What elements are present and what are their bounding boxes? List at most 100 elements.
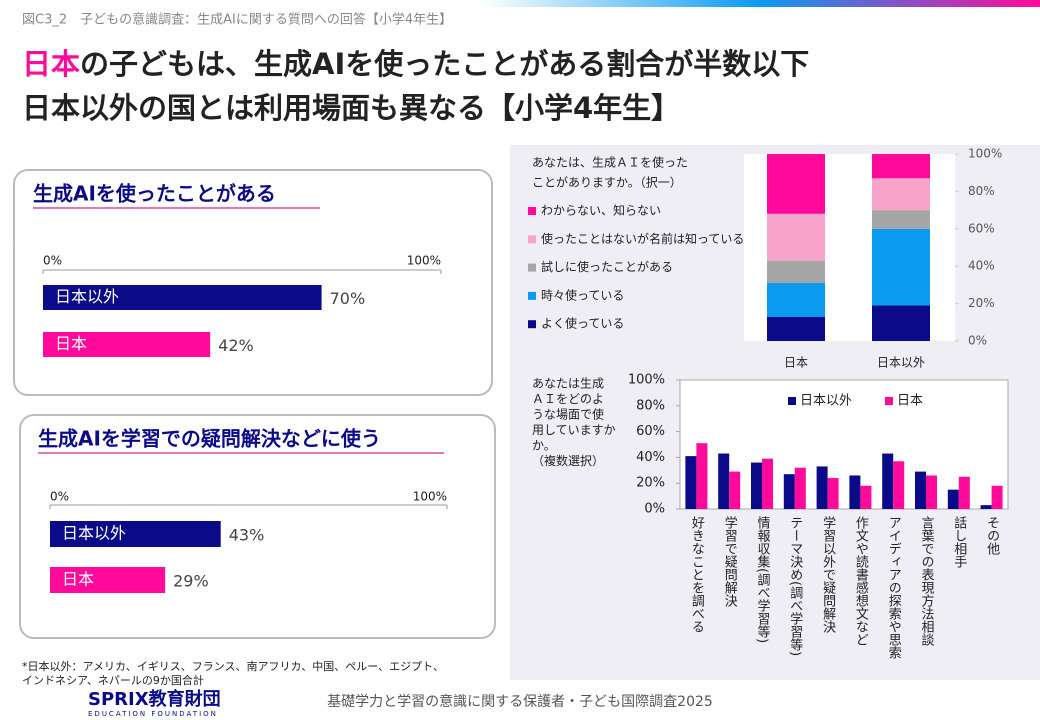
- y-tick-label: 40%: [636, 450, 665, 465]
- x-tick-label vt: 作文や読書感想文など: [853, 516, 869, 646]
- bar-segment: [767, 316, 825, 341]
- x-tick-label vt: 好きなことを調べる: [689, 516, 705, 633]
- bar: [794, 467, 806, 509]
- bar: [685, 456, 697, 509]
- bar: [980, 505, 992, 509]
- bar: [947, 489, 959, 509]
- bar-segment: [872, 154, 930, 179]
- bar: [50, 567, 166, 593]
- y-tick-label: 20%: [968, 296, 995, 310]
- y-tick-label: 60%: [968, 221, 995, 235]
- x-tick-label: 日本以外: [877, 356, 925, 370]
- bar: [783, 474, 795, 509]
- legend-swatch: [528, 263, 536, 272]
- bar: [882, 453, 894, 509]
- figure-label: 図C3_2 子どもの意識調査：生成AIに関する質問への回答【小学4年生】: [22, 12, 452, 28]
- footnote: インドネシア、ネパールの9か国合計: [22, 673, 204, 687]
- question: うな場面で使: [532, 407, 604, 422]
- y-tick-label: 0%: [968, 334, 987, 348]
- legend-label: わからない、知らない: [541, 204, 661, 218]
- y-tick-label: 60%: [636, 424, 665, 439]
- legend-swatch: [528, 207, 536, 215]
- source: 基礎学力と学習の意識に関する保護者・子ども国際調査2025: [327, 693, 713, 710]
- title-text: の子どもは、生成AIを使ったことがある割合が半数以下: [80, 47, 809, 81]
- value-label: 29%: [173, 572, 209, 591]
- legend-label: 試しに使ったことがある: [541, 259, 673, 274]
- value-label: 43%: [229, 526, 265, 545]
- bar-category: 日本以外: [55, 287, 119, 306]
- bar: [718, 453, 730, 509]
- legend-label: よく使っている: [541, 316, 624, 331]
- bar-segment: [872, 178, 930, 211]
- question: ことがありますか。（択一）: [532, 175, 682, 190]
- bar: [991, 485, 1003, 509]
- legend-swatch: [528, 235, 536, 244]
- x-tick-label vt: 学習で疑問解決: [722, 515, 738, 607]
- bar-category: 日本: [55, 334, 87, 353]
- x-tick-label: 100%: [407, 254, 441, 268]
- bar: [849, 475, 861, 509]
- y-tick-label: 100%: [628, 373, 665, 388]
- header-bar: [480, 0, 1040, 7]
- bar: [816, 466, 828, 509]
- y-tick-label: 0%: [644, 502, 665, 517]
- x-tick-label vt: 学習以外で疑問解決: [820, 515, 836, 633]
- legend-label: 日本: [897, 394, 923, 409]
- bar-segment: [872, 228, 930, 306]
- bar: [43, 332, 211, 357]
- title-line1: 日本の子どもは、生成AIを使ったことがある割合が半数以下: [22, 47, 809, 81]
- bar: [696, 443, 708, 509]
- y-tick-label: 40%: [968, 259, 995, 273]
- question: か。: [532, 439, 556, 453]
- bar-category: 日本以外: [62, 524, 126, 543]
- bar: [43, 285, 322, 310]
- bar-segment: [767, 154, 825, 214]
- question: 用していますか: [532, 423, 616, 437]
- panel-title: 生成AIを使ったことがある: [33, 182, 276, 206]
- legend-label: 日本以外: [800, 394, 852, 409]
- question: あなたは生成: [532, 377, 604, 391]
- x-tick-label: 0%: [43, 254, 62, 268]
- question: あなたは、生成ＡＩを使った: [532, 155, 688, 170]
- bar: [762, 458, 773, 509]
- x-tick-label vt: 言葉での表現方法相談: [919, 516, 935, 646]
- y-tick-label: 80%: [968, 184, 995, 198]
- value-label: 42%: [218, 336, 254, 355]
- title-highlight: 日本: [22, 47, 80, 81]
- y-tick-label: 80%: [636, 398, 665, 413]
- logo: SPRIX教育財団: [88, 688, 221, 710]
- legend-swatch: [528, 320, 536, 329]
- bar-segment: [767, 260, 825, 284]
- x-tick-label: 100%: [413, 490, 447, 504]
- bar: [50, 521, 221, 547]
- bar: [958, 476, 970, 509]
- x-tick-label: 日本: [784, 356, 808, 370]
- y-tick-label: 20%: [636, 476, 665, 491]
- bar-segment: [872, 210, 930, 229]
- bar: [926, 475, 937, 509]
- bar: [751, 462, 762, 509]
- y-tick-label: 100%: [968, 147, 1002, 161]
- x-tick-label: 0%: [50, 490, 69, 504]
- x-tick-label vt: 情報収集(調べ学習等): [755, 516, 771, 643]
- logo-sub: EDUCATION FOUNDATION: [88, 710, 218, 718]
- value-label: 70%: [330, 289, 366, 308]
- title-line2: 日本以外の国とは利用場面も異なる【小学4年生】: [22, 91, 680, 125]
- question: （複数選択）: [532, 453, 604, 468]
- bar: [860, 485, 872, 509]
- x-tick-label vt: テーマ決め(調べ学習等): [787, 516, 803, 656]
- bar-segment: [872, 305, 930, 341]
- legend-swatch: [885, 397, 893, 405]
- legend-swatch: [788, 397, 796, 405]
- bar: [729, 471, 741, 509]
- bar: [827, 478, 839, 509]
- panel-title: 生成AIを学習での疑問解決などに使う: [38, 427, 381, 451]
- bar: [893, 461, 905, 509]
- bar-category: 日本: [62, 570, 94, 589]
- bar: [915, 471, 926, 509]
- legend-swatch: [528, 291, 536, 300]
- bar-segment: [767, 213, 825, 261]
- bar-segment: [767, 283, 825, 317]
